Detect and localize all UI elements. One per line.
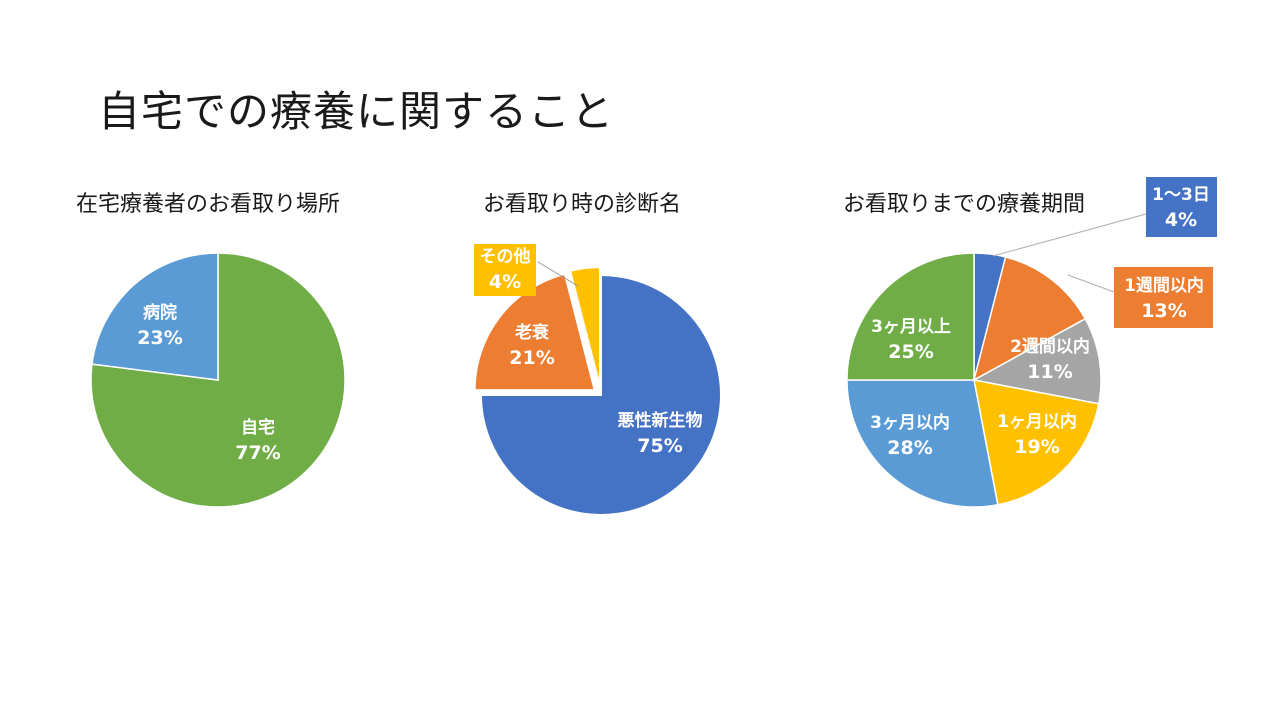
place-hospital-value-label: 23% <box>137 327 182 349</box>
pie-slice-4 <box>846 379 999 508</box>
pie-slice-1 <box>91 252 219 381</box>
period-1-3days-box <box>1146 177 1217 237</box>
pie-slice-2 <box>971 317 1102 405</box>
period-1week-category-label: 1週間以内 <box>1124 275 1204 296</box>
pie-slice-1 <box>473 272 596 392</box>
pie-slice-5 <box>846 252 975 381</box>
period-1week-value-label: 13% <box>1141 300 1186 322</box>
period-1-3days-category-label: 1～3日 <box>1152 185 1210 205</box>
pie-chart-place: 自宅 77% 病院 23% <box>90 252 346 508</box>
slide-title: 自宅での療養に関すること <box>98 87 615 136</box>
period-3months-within-category-label: 3ヶ月以内 <box>870 412 950 433</box>
pie-slice-1 <box>972 256 1087 382</box>
chart-title-diagnosis: お看取り時の診断名 <box>483 192 682 217</box>
period-3months-over-category-label: 3ヶ月以上 <box>871 317 951 337</box>
period-1week-box <box>1114 267 1213 328</box>
place-hospital-category-label: 病院 <box>143 302 177 323</box>
diag-other-category-label: その他 <box>480 246 531 267</box>
chart-title-place: 在宅療養者のお看取り場所 <box>76 192 341 217</box>
pie-slice-0 <box>90 252 346 508</box>
place-home-category-label: 自宅 <box>241 417 275 438</box>
period-2weeks-value-label: 11% <box>1027 361 1072 383</box>
diag-other-leader-line <box>537 261 579 287</box>
pie-chart-period: 1～3日 4% 1週間以内 13% 2週間以内 11% 1ヶ月以内 19% 3ヶ月以内 28% 3ヶ… <box>846 177 1217 508</box>
diag-other-box <box>474 244 536 296</box>
pie-slice-3 <box>973 379 1100 506</box>
period-1week-leader-line <box>1067 274 1115 293</box>
diag-cancer-category-label: 悪性新生物 <box>618 410 703 431</box>
chart-title-period: お看取りまでの療養期間 <box>843 192 1086 217</box>
period-1-3days-leader-line <box>992 213 1147 257</box>
diag-other-value-label: 4% <box>489 271 521 293</box>
period-3months-within-value-label: 28% <box>887 437 932 459</box>
period-1-3days-value-label: 4% <box>1165 209 1197 231</box>
diag-cancer-value-label: 75% <box>637 435 682 457</box>
period-3months-over-value-label: 25% <box>888 341 933 363</box>
period-1month-category-label: 1ヶ月以内 <box>997 411 1077 432</box>
period-1month-value-label: 19% <box>1014 436 1059 458</box>
pie-chart-diagnosis: 悪性新生物 75% 老衰 21% その他 4% <box>473 244 722 516</box>
pie-slice-0 <box>479 273 722 516</box>
place-home-value-label: 77% <box>235 442 280 464</box>
diag-senility-category-label: 老衰 <box>514 322 550 343</box>
pie-slice-2 <box>568 266 601 388</box>
diag-senility-value-label: 21% <box>509 347 554 369</box>
period-2weeks-category-label: 2週間以内 <box>1010 336 1090 357</box>
